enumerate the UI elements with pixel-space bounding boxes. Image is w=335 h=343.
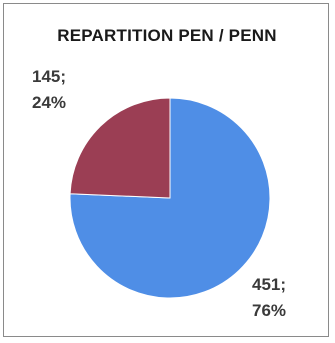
chart-frame: REPARTITION PEN / PENN 145; 24% 451; 76% [3,3,329,337]
pie-slice-145 [69,97,171,199]
slice-percent-label: 76% [252,301,287,320]
slice-label-451: 451; 76% [252,272,286,324]
pie-chart [69,97,271,299]
slice-value-label: 145; [32,67,67,86]
slice-percent-label: 24% [32,93,67,112]
chart-title: REPARTITION PEN / PENN [57,26,277,45]
slice-label-145: 145; 24% [32,64,66,116]
slice-value-label: 451; [252,275,287,294]
